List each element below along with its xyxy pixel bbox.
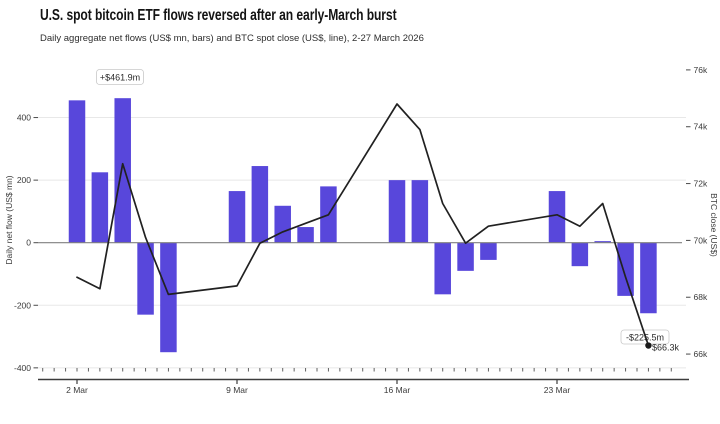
x-axis-tick-label: 2 Mar <box>66 385 88 395</box>
x-axis-tick-label: 23 Mar <box>544 385 571 395</box>
flow-bar-26-Mar <box>617 242 634 296</box>
x-axis-tick-label: 9 Mar <box>226 385 248 395</box>
flow-bar-20-Mar <box>480 242 497 260</box>
y-axis-left: 400 200 0 -200 -400 Daily net flow (US$ mn) <box>4 113 38 373</box>
flow-bar-10-Mar <box>251 166 269 243</box>
flow-bar-18-Mar <box>434 242 451 295</box>
y-axis-left-tick-label: -400 <box>14 363 31 373</box>
y-axis-right-title: BTC close (US$) <box>709 193 719 257</box>
flow-bar-11-Mar <box>274 205 291 243</box>
y-axis-left-tick-label: 200 <box>17 175 31 185</box>
flow-bar-12-Mar <box>297 227 314 243</box>
flow-bar-23-Mar <box>548 191 566 243</box>
flow-bars <box>68 98 657 353</box>
y-axis-left-title: Daily net flow (US$ mn) <box>4 175 14 264</box>
flow-bar-19-Mar <box>457 242 474 271</box>
y-axis-right-tick-label: 76k <box>694 65 708 75</box>
y-axis-left-tick-label: 0 <box>26 238 31 248</box>
flow-bar-6-Mar <box>160 242 177 353</box>
x-axis-tick-label: 16 Mar <box>384 385 411 395</box>
annotation-peak-flow: +$461.9m <box>96 69 144 85</box>
chart-subtitle: Daily aggregate net flows (US$ mn, bars)… <box>40 33 424 44</box>
annotation-last-price-text: $66.3k <box>652 343 680 353</box>
annotation-box <box>96 69 144 85</box>
y-axis-right-tick-label: 66k <box>694 349 708 359</box>
chart-title: U.S. spot bitcoin ETF flows reversed aft… <box>40 7 397 24</box>
y-axis-left-tick-label: 400 <box>17 113 31 123</box>
y-axis-right-tick-label: 70k <box>694 235 708 245</box>
flow-bar-24-Mar <box>571 242 589 267</box>
flow-bar-3-Mar <box>91 172 109 243</box>
annotation-peak-flow-text: +$461.9m <box>100 73 140 83</box>
flow-bar-2-Mar <box>68 100 86 243</box>
y-axis-right-tick-label: 72k <box>694 179 708 189</box>
x-axis: 2 Mar 9 Mar 16 Mar 23 Mar <box>38 368 689 395</box>
btc-line-end-dot <box>645 342 652 349</box>
flow-bar-16-Mar <box>388 180 406 243</box>
btc-price-line <box>76 103 650 347</box>
flow-bar-5-Mar <box>137 242 154 315</box>
y-axis-left-tick-label: -200 <box>14 300 31 310</box>
y-axis-right-tick-label: 68k <box>694 292 708 302</box>
y-axis-right: 76k 74k 72k 70k 68k 66k BTC close (US$) <box>686 65 719 359</box>
flow-bar-17-Mar <box>411 180 429 243</box>
flow-bar-25-Mar <box>594 241 611 243</box>
flow-bar-9-Mar <box>228 191 246 243</box>
y-axis-right-tick-label: 74k <box>694 122 708 132</box>
flow-bar-27-Mar <box>640 242 657 314</box>
flow-bar-4-Mar <box>114 98 131 243</box>
